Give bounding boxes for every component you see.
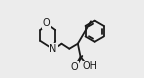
Text: N: N — [49, 44, 57, 54]
Text: O: O — [43, 18, 50, 28]
Text: OH: OH — [82, 61, 97, 71]
Text: O: O — [70, 62, 78, 72]
